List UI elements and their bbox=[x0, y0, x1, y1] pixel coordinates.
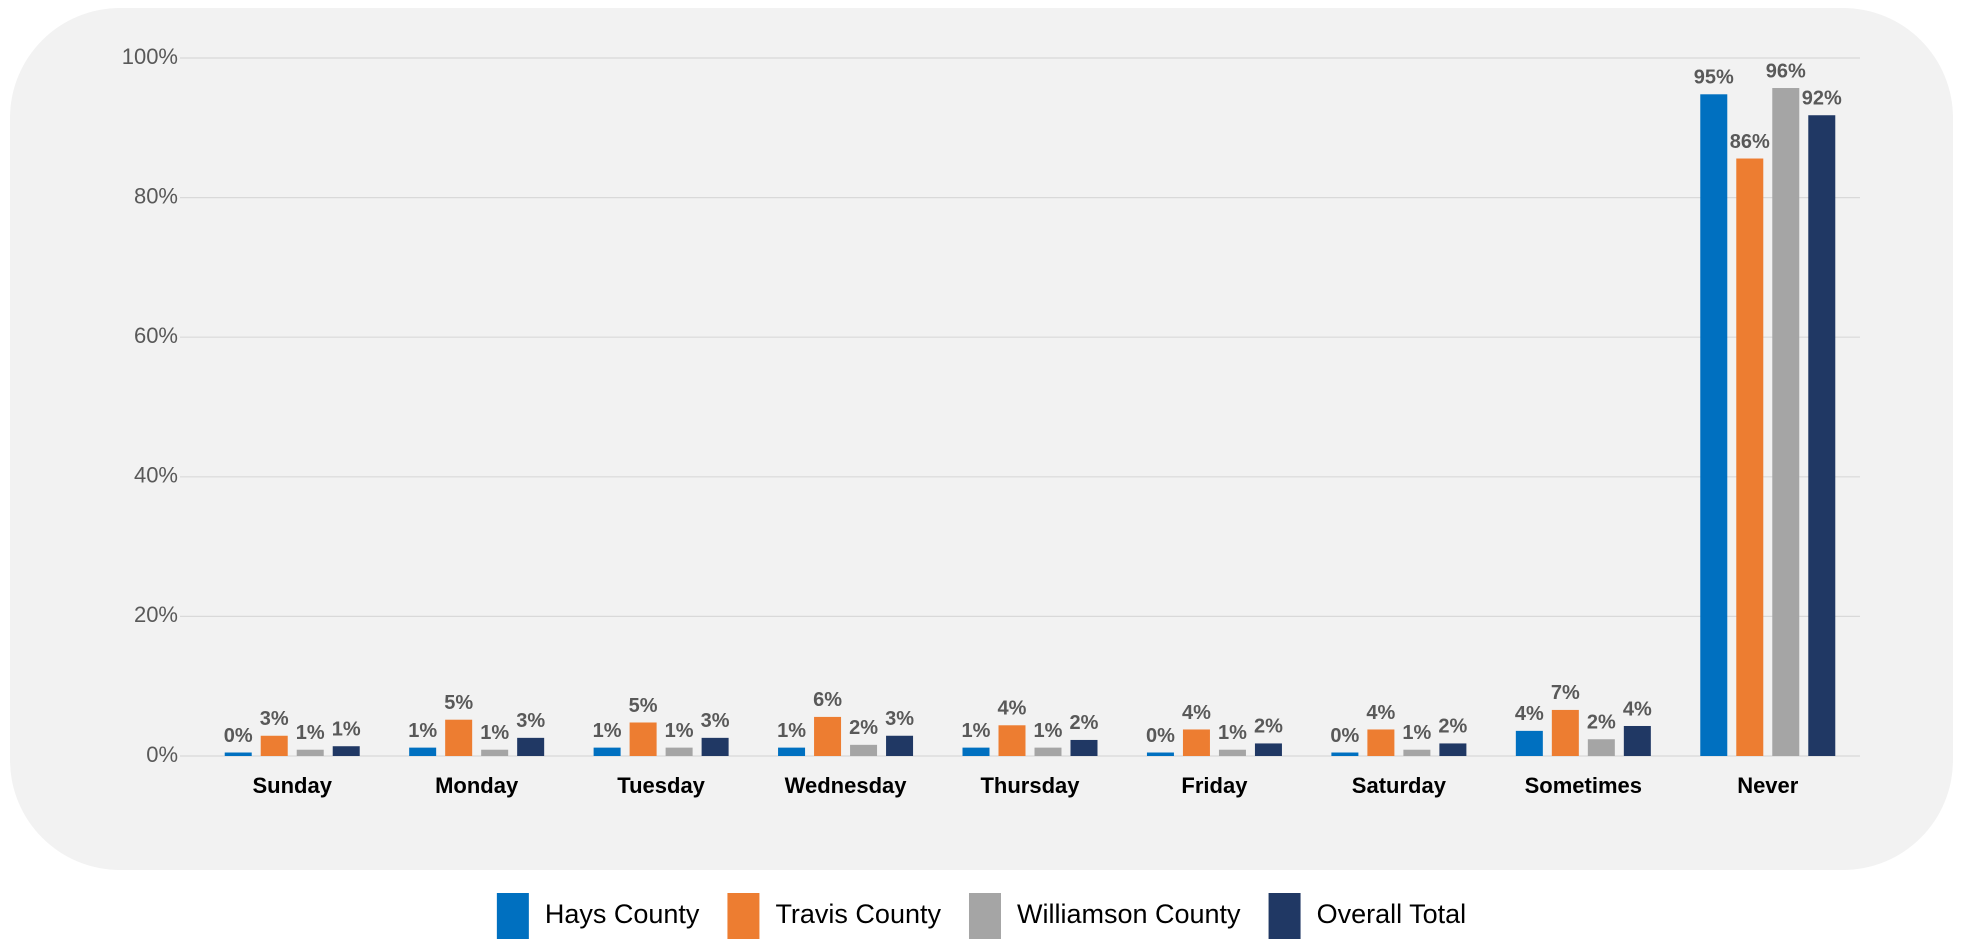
x-tick-label: Friday bbox=[1181, 773, 1248, 798]
bar bbox=[1331, 752, 1359, 756]
bar bbox=[593, 747, 621, 756]
bar bbox=[629, 722, 657, 756]
data-label: 3% bbox=[885, 708, 914, 730]
data-label: 92% bbox=[1802, 88, 1842, 110]
legend-swatch bbox=[968, 893, 1001, 939]
bar bbox=[665, 747, 693, 756]
bar bbox=[1736, 158, 1764, 757]
y-tick-label: 60% bbox=[134, 323, 178, 348]
data-label: 1% bbox=[296, 722, 325, 744]
bar bbox=[1439, 743, 1467, 756]
x-tick-label: Wednesday bbox=[785, 773, 908, 798]
x-tick-label: Sunday bbox=[252, 773, 332, 798]
legend-label: Williamson County bbox=[1017, 899, 1241, 929]
data-label: 1% bbox=[1218, 722, 1247, 744]
data-label: 3% bbox=[260, 708, 289, 730]
bar bbox=[778, 747, 806, 756]
bar bbox=[296, 749, 324, 756]
y-tick-label: 20% bbox=[134, 602, 178, 627]
y-tick-label: 0% bbox=[146, 742, 178, 767]
data-label: 1% bbox=[332, 719, 361, 741]
data-label: 96% bbox=[1766, 60, 1806, 82]
legend-label: Hays County bbox=[545, 899, 700, 929]
data-label: 3% bbox=[701, 710, 730, 732]
bar bbox=[1254, 743, 1282, 756]
bar bbox=[481, 749, 509, 756]
data-label: 1% bbox=[593, 720, 622, 742]
data-label: 86% bbox=[1730, 131, 1770, 153]
x-tick-label: Sometimes bbox=[1525, 773, 1642, 798]
chart-panel bbox=[10, 8, 1953, 870]
data-label: 1% bbox=[1402, 722, 1431, 744]
data-label: 4% bbox=[998, 698, 1027, 720]
data-label: 95% bbox=[1694, 67, 1734, 89]
bar bbox=[1551, 709, 1579, 756]
bar bbox=[1623, 725, 1651, 756]
x-tick-label: Never bbox=[1737, 773, 1799, 798]
legend-swatch bbox=[727, 893, 760, 939]
bar bbox=[886, 735, 914, 756]
bar bbox=[409, 747, 437, 756]
x-tick-label: Thursday bbox=[980, 773, 1080, 798]
x-tick-label: Tuesday bbox=[617, 773, 705, 798]
bar bbox=[1034, 747, 1062, 756]
data-label: 0% bbox=[1146, 725, 1175, 747]
data-label: 4% bbox=[1623, 698, 1652, 720]
data-label: 1% bbox=[777, 720, 806, 742]
bar bbox=[1070, 739, 1098, 756]
bar bbox=[1146, 752, 1174, 756]
data-label: 2% bbox=[1438, 716, 1467, 738]
bar bbox=[1182, 729, 1210, 756]
bar bbox=[1700, 94, 1728, 756]
bar bbox=[962, 747, 990, 756]
data-label: 7% bbox=[1551, 682, 1580, 704]
legend-label: Overall Total bbox=[1317, 899, 1467, 929]
legend-swatch bbox=[1268, 893, 1301, 939]
data-label: 1% bbox=[665, 720, 694, 742]
data-label: 1% bbox=[962, 720, 991, 742]
bar bbox=[445, 719, 473, 756]
bar bbox=[517, 737, 545, 756]
data-label: 5% bbox=[444, 692, 473, 714]
bar bbox=[1367, 729, 1395, 756]
bar bbox=[1808, 115, 1836, 756]
legend-label: Travis County bbox=[775, 899, 941, 929]
bar bbox=[850, 744, 878, 756]
bar bbox=[1587, 739, 1615, 756]
data-label: 5% bbox=[629, 695, 658, 717]
data-label: 2% bbox=[1587, 712, 1616, 734]
bar bbox=[1403, 749, 1431, 756]
bar bbox=[260, 735, 288, 756]
x-tick-label: Monday bbox=[435, 773, 519, 798]
data-label: 1% bbox=[1034, 720, 1063, 742]
bar bbox=[224, 752, 252, 756]
data-label: 4% bbox=[1366, 702, 1395, 724]
data-label: 0% bbox=[1330, 725, 1359, 747]
bar bbox=[1218, 749, 1246, 756]
data-label: 3% bbox=[516, 710, 545, 732]
data-label: 1% bbox=[480, 722, 509, 744]
bar bbox=[332, 746, 360, 756]
data-label: 4% bbox=[1182, 702, 1211, 724]
legend-swatch bbox=[496, 893, 529, 939]
data-label: 1% bbox=[408, 720, 437, 742]
data-label: 4% bbox=[1515, 703, 1544, 725]
data-label: 2% bbox=[1254, 716, 1283, 738]
data-label: 0% bbox=[224, 725, 253, 747]
y-tick-label: 100% bbox=[122, 44, 178, 69]
bar bbox=[701, 737, 729, 756]
bar bbox=[814, 716, 842, 756]
y-tick-label: 80% bbox=[134, 183, 178, 208]
bar bbox=[998, 725, 1026, 756]
x-tick-label: Saturday bbox=[1352, 773, 1447, 798]
bar bbox=[1515, 730, 1543, 756]
y-tick-label: 40% bbox=[134, 463, 178, 488]
bar bbox=[1772, 88, 1800, 757]
data-label: 6% bbox=[813, 689, 842, 711]
data-label: 2% bbox=[1070, 712, 1099, 734]
data-label: 2% bbox=[849, 717, 878, 739]
